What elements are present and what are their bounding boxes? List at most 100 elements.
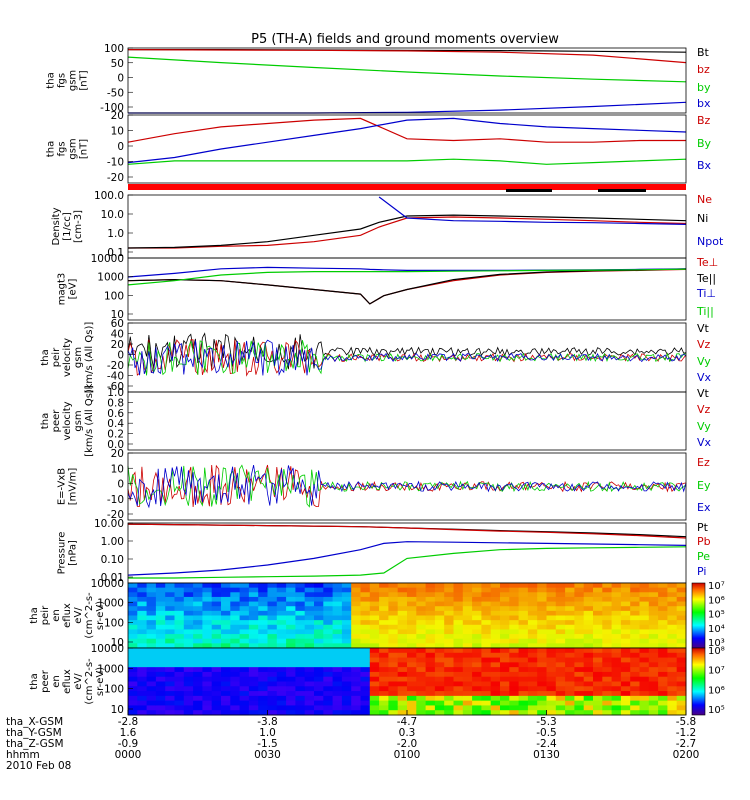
x-axis-row-label: hhmm — [6, 749, 40, 761]
legend-pt: Pt — [697, 521, 709, 534]
y-tick-label: 0 — [117, 479, 124, 491]
y-tick-label: 0.8 — [107, 397, 124, 409]
mode-bar-segment — [598, 189, 646, 192]
legend-vy: Vy — [697, 355, 711, 368]
y-axis-label-line: [1/cc] — [62, 212, 73, 241]
x-tick-label: -1.5 — [257, 738, 278, 750]
x-tick-label: -2.0 — [397, 738, 418, 750]
y-axis-label-line: peer — [40, 669, 51, 693]
y-tick-label: 0.4 — [107, 418, 124, 430]
panel-frame — [127, 257, 687, 321]
y-tick-label: 10000 — [91, 643, 124, 655]
panel-2: Bz By Bx 20 10 0 -10 -20 thafgsgsm[nT] — [46, 110, 712, 184]
y-axis-label-line: (cm^2-s- — [84, 658, 95, 705]
series-line-ne — [128, 216, 687, 249]
legend-bz: bz — [697, 63, 710, 76]
y-tick-label: -10 — [107, 157, 124, 169]
panel-1: Bt bz by bx 100 50 0 -50 -100 thafgsgsm[nT] — [46, 43, 711, 114]
y-tick-label: -40 — [107, 371, 124, 383]
y-tick-label: 1000 — [97, 598, 124, 610]
y-tick-label: 100 — [104, 617, 124, 629]
y-tick-label: 0.01 — [101, 572, 124, 584]
y-axis-label-line: peer — [51, 409, 62, 433]
legend-ti: Ti|| — [696, 305, 714, 318]
y-axis-label-line: tha — [40, 349, 51, 365]
y-tick-label: 20 — [111, 339, 124, 351]
y-axis-label-line: eV/ — [73, 673, 84, 690]
figure-title: P5 (TH-A) fields and ground moments over… — [251, 32, 559, 47]
x-tick-label: 0200 — [673, 749, 700, 761]
colorbar-tick-label: 10⁴ — [708, 624, 725, 635]
y-tick-label: 10 — [111, 309, 124, 321]
y-axis-label-line: [nPa] — [68, 540, 79, 566]
series-line-bz — [127, 49, 687, 64]
legend-bx: bx — [697, 97, 711, 110]
series-line-ez — [127, 464, 687, 508]
y-axis-label-line: fgs — [57, 73, 68, 88]
legend-bx: Bx — [697, 159, 712, 172]
y-tick-label: 0 — [117, 141, 124, 153]
x-tick-label: -1.2 — [676, 727, 697, 739]
y-tick-label: 10 — [111, 126, 124, 138]
legend-pb: Pb — [697, 535, 711, 548]
y-axis-label-line: gsm — [68, 138, 79, 159]
legend-by: By — [697, 137, 712, 150]
panel-10: 10⁸ 10⁷ 10⁶ 10⁵ 10000 1000 100 10 thapeereneflux… — [29, 643, 725, 716]
x-tick-label: -2.8 — [118, 716, 139, 728]
y-axis-label: thapeirenefluxeV/(cm^2-s-sr-eV) — [29, 592, 106, 639]
y-axis-label-line: en — [51, 675, 62, 688]
y-tick-label: 20 — [111, 448, 124, 460]
legend-ne: Ne — [697, 193, 712, 206]
panel-frame — [127, 194, 687, 259]
colorbar-tick-label: 10⁵ — [708, 705, 725, 716]
x-tick-label: 0030 — [254, 749, 281, 761]
y-tick-label: -60 — [107, 381, 124, 393]
y-axis-label-line: velocity — [62, 338, 73, 377]
y-axis-label: thafgsgsm[nT] — [46, 138, 90, 159]
series-line-ex — [127, 465, 687, 509]
panel-frame — [127, 522, 687, 584]
y-tick-label: 100.0 — [94, 190, 124, 202]
x-tick-label: -2.7 — [676, 738, 697, 750]
series-line-bz — [127, 117, 686, 143]
y-tick-label: -50 — [107, 87, 124, 99]
y-axis-label-line: sr-eV) — [95, 601, 106, 630]
x-tick-label: 0100 — [394, 749, 421, 761]
y-axis-label-line: [eV] — [68, 279, 79, 300]
series-line-ti — [127, 268, 687, 286]
y-tick-label: 100 — [104, 684, 124, 696]
panel-6: Vt Vz Vy Vx 1.00.80.60.40.20.0 thapeervelocit… — [40, 385, 712, 457]
legend-by: by — [697, 81, 711, 94]
legend-vz: Vz — [697, 403, 711, 416]
y-axis-label-line: gsm — [73, 347, 84, 368]
y-tick-label: 0.1 — [107, 247, 124, 259]
series-line-te — [127, 268, 687, 305]
colorbar-tick-label: 10⁶ — [708, 685, 725, 696]
legend-ni: Ni — [697, 212, 708, 225]
x-tick-label: 0000 — [115, 749, 142, 761]
legend-vx: Vx — [697, 436, 712, 449]
y-tick-label: 10 — [111, 704, 124, 716]
series-line-bx — [128, 101, 687, 114]
mode-bar — [128, 184, 686, 190]
series-line-te — [127, 268, 687, 305]
x-tick-label: 0130 — [533, 749, 560, 761]
x-axis-row-label: tha_Z-GSM — [6, 738, 64, 750]
y-tick-label: 100 — [104, 290, 124, 302]
legend-bz: Bz — [697, 114, 711, 127]
y-axis-label: thafgsgsm[nT] — [46, 70, 90, 91]
y-tick-label: -20 — [107, 360, 124, 372]
y-axis-label-line: magt3 — [57, 273, 68, 306]
series-line-npot — [378, 196, 687, 225]
y-axis-label-line: eflux — [62, 603, 73, 628]
y-axis-label-line: E=-VxB — [57, 468, 68, 505]
panel-frame — [127, 391, 687, 451]
y-tick-label: -20 — [107, 509, 124, 521]
series-line-ey — [127, 464, 687, 508]
series-line-ni — [127, 214, 687, 249]
y-tick-label: 0.0 — [107, 439, 124, 451]
y-axis-label-line: tha — [46, 72, 57, 88]
legend-vz: Vz — [697, 338, 711, 351]
legend-ez: Ez — [697, 456, 710, 469]
